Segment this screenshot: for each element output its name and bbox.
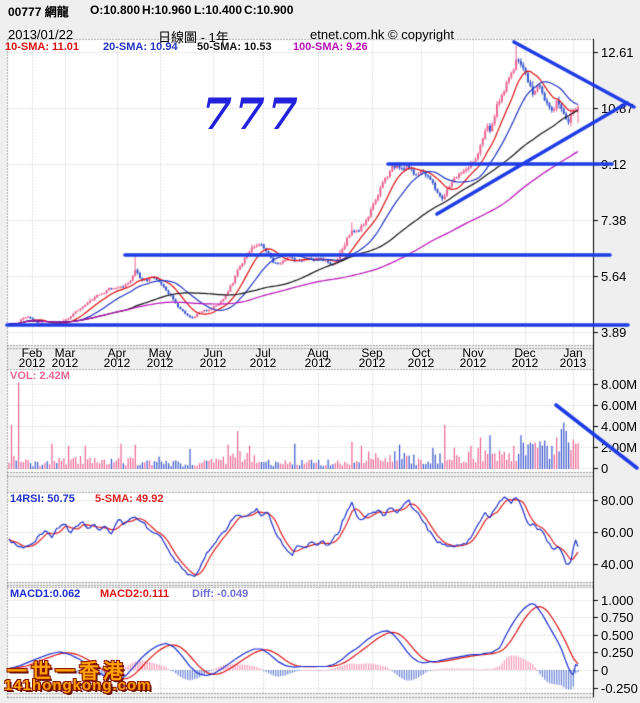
month-axis-label: Jan 2013 [559,346,587,370]
open-value: O:10.800 [90,3,141,17]
watermark-777: 777 [202,90,301,140]
month-axis-label: Jul 2012 [249,346,277,370]
price-axis-label: 7.38 [601,213,627,228]
volume-axis-label: 0 [601,461,609,476]
price-axis-label: 12.61 [601,45,634,60]
close-value: C:10.900 [244,3,294,17]
sma100-legend: 100-SMA: 9.26 [293,41,368,53]
macd1-label: MACD1:0.062 [10,588,81,600]
volume-label: VOL: 2.42M [10,370,70,382]
month-axis-label: May 2012 [146,346,174,370]
copyright-label: etnet.com.hk © copyright [310,27,454,42]
month-axis-label: Apr 2012 [103,346,131,370]
stock-code-name: 00777 網龍 [8,5,69,19]
sma50-legend: 50-SMA: 10.53 [197,41,272,53]
price-axis-label: 5.64 [601,269,627,284]
high-value: H:10.960 [142,3,192,17]
rsi-axis-label: 80.00 [601,493,634,508]
macd-axis-label: -0.250 [601,681,638,696]
month-axis-label: Jun 2012 [199,346,227,370]
macd-diff-label: Diff: -0.049 [192,588,249,600]
chart-date: 2013/01/22 [8,27,74,42]
volume-axis-label: 8.00M [601,377,638,392]
macd-axis-label: 0.250 [601,645,634,660]
price-axis-label: 3.89 [601,325,627,340]
macd-axis-label: 0.500 [601,628,634,643]
watermark-site-line2: 141hongkong.com [4,677,152,694]
sma20-legend: 20-SMA: 10.94 [103,41,178,53]
sma10-legend: 10-SMA: 11.01 [5,41,79,53]
month-axis-label: Dec 2012 [511,346,539,370]
rsi-axis-label: 60.00 [601,525,634,540]
month-axis-label: Aug 2012 [304,346,332,370]
month-axis-label: Sep 2012 [358,346,386,370]
rsi-axis-label: 40.00 [601,557,634,572]
month-axis-label: Oct 2012 [407,346,435,370]
price-axis-label: 10.87 [601,101,634,116]
month-axis-label: Nov 2012 [459,346,487,370]
rsi-sma-label: 5-SMA: 49.92 [95,493,164,505]
rsi-label: 14RSI: 50.75 [10,493,75,505]
volume-axis-label: 4.00M [601,419,638,434]
macd-axis-label: 0 [601,663,609,678]
low-value: L:10.400 [194,3,243,17]
macd-axis-label: 0.750 [601,610,634,625]
price-axis-label: 9.12 [601,157,627,172]
month-axis-label: Mar 2012 [51,346,79,370]
macd-axis-label: 1.000 [601,593,634,608]
volume-axis-label: 2.00M [601,440,638,455]
volume-axis-label: 6.00M [601,398,638,413]
macd2-label: MACD2:0.111 [100,588,170,600]
